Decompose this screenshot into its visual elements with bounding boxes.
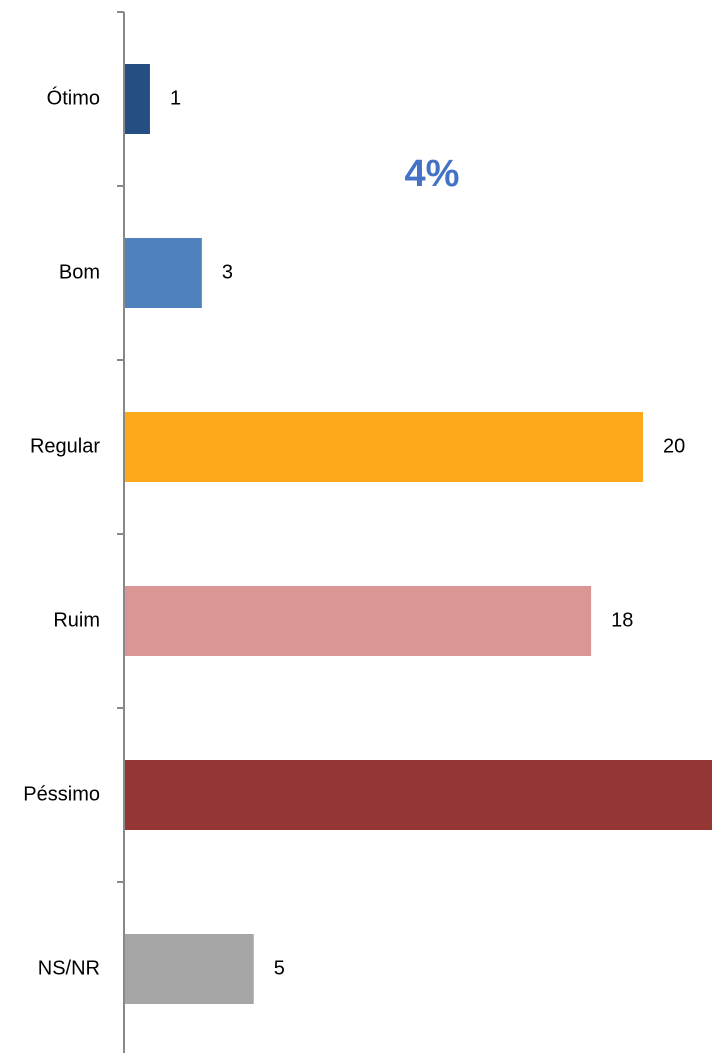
bar <box>125 586 592 656</box>
y-tick-label: Ruim <box>53 609 100 631</box>
annotation: 4% <box>405 153 460 195</box>
y-tick-label: Bom <box>59 261 100 283</box>
bar <box>125 760 712 830</box>
bar <box>125 934 254 1004</box>
value-label: 5 <box>274 957 285 979</box>
value-label: 1 <box>170 87 181 109</box>
bar <box>125 412 643 482</box>
bar <box>125 238 202 308</box>
value-label: 3 <box>222 261 233 283</box>
y-tick-label: Ótimo <box>47 86 100 109</box>
y-tick-label: NS/NR <box>38 957 100 979</box>
y-tick-label: Regular <box>30 435 100 457</box>
value-label: 20 <box>663 435 685 457</box>
y-tick-label: Péssimo <box>23 783 100 805</box>
value-label: 18 <box>611 609 633 631</box>
bar <box>125 64 150 134</box>
